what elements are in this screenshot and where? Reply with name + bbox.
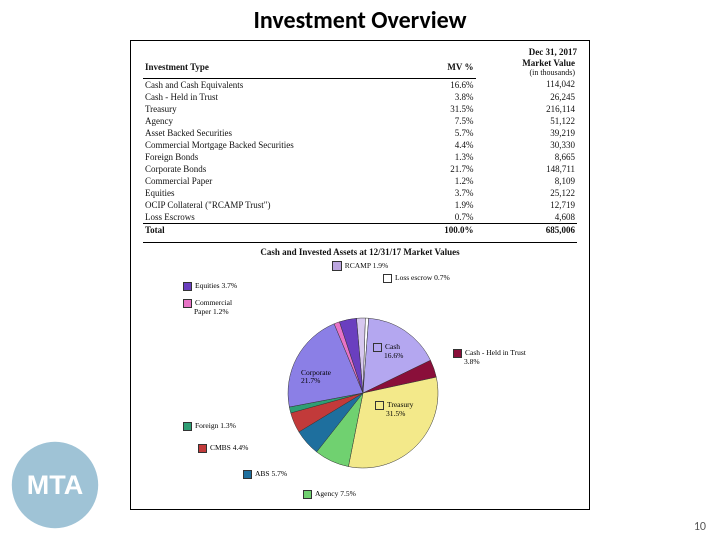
table-row: Treasury31.5%216,114	[143, 103, 577, 115]
table-row: OCIP Collateral ("RCAMP Trust")1.9%12,71…	[143, 199, 577, 211]
col-value: Market Value	[478, 58, 575, 68]
callout-cash-trust: Cash - Held in Trust 3.8%	[453, 349, 526, 366]
callout-cmbs: CMBS 4.4%	[198, 443, 248, 453]
callout-foreign: Foreign 1.3%	[183, 421, 236, 431]
table-row: Commercial Mortgage Backed Securities4.4…	[143, 139, 577, 151]
legend-top: RCAMP 1.9%	[143, 261, 577, 271]
total-label: Total	[143, 224, 416, 236]
col-pct: MV %	[416, 57, 475, 78]
content-box: Dec 31, 2017 Investment Type MV % Market…	[130, 40, 590, 510]
table-row: Commercial Paper1.2%8,109	[143, 175, 577, 187]
total-value: 685,006	[476, 224, 577, 236]
page-number: 10	[694, 520, 706, 534]
table-row: Equities3.7%25,122	[143, 187, 577, 199]
as-of-date: Dec 31, 2017	[143, 47, 577, 57]
slide-title: Investment Overview	[0, 6, 720, 35]
callout-commercial-paper: Commercial Paper 1.2%	[183, 299, 232, 316]
pie-chart	[283, 313, 443, 473]
table-row: Cash - Held in Trust3.8%26,245	[143, 91, 577, 103]
callout-cash: Cash 16.6%	[373, 343, 403, 360]
investment-table: Investment Type MV % Market Value (in th…	[143, 57, 577, 236]
svg-text:MTA: MTA	[27, 470, 83, 500]
table-row: Cash and Cash Equivalents16.6%114,042	[143, 78, 577, 91]
col-type: Investment Type	[143, 57, 416, 78]
legend-rcamp: RCAMP 1.9%	[345, 261, 388, 270]
table-row: Foreign Bonds1.3%8,665	[143, 151, 577, 163]
total-pct: 100.0%	[416, 224, 475, 236]
swatch-rcamp	[332, 261, 342, 271]
mta-logo: MTA	[10, 440, 100, 530]
callout-corporate: Corporate 21.7%	[301, 369, 331, 385]
chart-area: Equities 3.7% Commercial Paper 1.2% Fore…	[143, 273, 577, 523]
table-row: Loss Escrows0.7%4,608	[143, 211, 577, 224]
callout-equities: Equities 3.7%	[183, 281, 237, 291]
callout-agency: Agency 7.5%	[303, 489, 356, 499]
table-row: Agency7.5%51,122	[143, 115, 577, 127]
table-row: Corporate Bonds21.7%148,711	[143, 163, 577, 175]
col-value-sub: (in thousands)	[478, 68, 575, 77]
callout-abs: ABS 5.7%	[243, 469, 287, 479]
callout-treasury: Treasury 31.5%	[375, 401, 413, 418]
table-row: Asset Backed Securities5.7%39,219	[143, 127, 577, 139]
callout-loss-escrow: Loss escrow 0.7%	[383, 273, 450, 283]
chart-title: Cash and Invested Assets at 12/31/17 Mar…	[143, 242, 577, 257]
